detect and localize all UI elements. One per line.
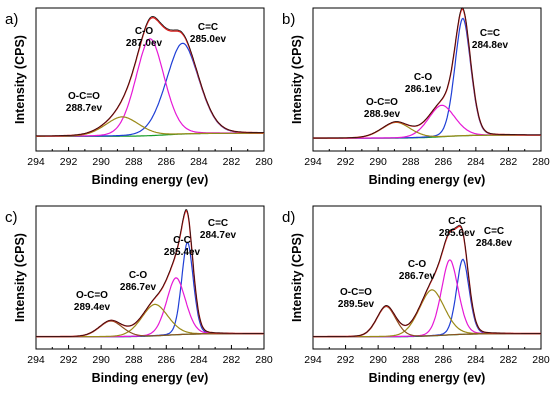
x-tick-label: 294 bbox=[27, 354, 45, 366]
x-tick-label: 286 bbox=[158, 354, 176, 366]
peak-label-value: 286.1ev bbox=[405, 84, 442, 95]
x-tick-label: 294 bbox=[304, 156, 322, 168]
peak-label-name: O-C=O bbox=[366, 97, 398, 108]
panel-a: a) 294 292 290 288 286 284 282 280 Binding energy… bbox=[5, 7, 273, 187]
x-axis-title: Binding energy (ev) bbox=[369, 173, 486, 187]
peak-c-o bbox=[313, 104, 541, 139]
peak-label-name: C=C bbox=[480, 28, 500, 39]
peak-label-value: 289.5ev bbox=[338, 299, 375, 310]
panel-letter: c) bbox=[5, 209, 18, 226]
x-tick-label: 282 bbox=[500, 156, 518, 168]
peak-label-name: C-O bbox=[414, 72, 433, 83]
peak-label-value: 289.4ev bbox=[74, 302, 111, 313]
x-tick-label: 288 bbox=[125, 156, 143, 168]
panel-b: b) 294 292 290 288 286 284 282 280 Binding energy… bbox=[282, 7, 550, 187]
x-tick-label: 280 bbox=[255, 354, 273, 366]
x-tick-label: 286 bbox=[435, 156, 453, 168]
peak-c-o bbox=[36, 303, 264, 338]
x-tick-label: 288 bbox=[402, 354, 420, 366]
x-tick-label: 294 bbox=[27, 156, 45, 168]
peak-label-name: O-C=O bbox=[340, 287, 372, 298]
x-tick-label: 288 bbox=[402, 156, 420, 168]
x-tick-label: 282 bbox=[223, 354, 241, 366]
x-axis-title: Binding energy (ev) bbox=[92, 173, 209, 187]
peak-label-value: 286.7ev bbox=[399, 271, 436, 282]
peak-label-value: 288.7ev bbox=[66, 103, 103, 114]
x-tick-label: 290 bbox=[369, 354, 387, 366]
x-tick-label: 282 bbox=[223, 156, 241, 168]
x-tick-label: 286 bbox=[158, 156, 176, 168]
x-tick-label: 286 bbox=[435, 354, 453, 366]
peak-label-value: 284.8ev bbox=[476, 238, 513, 249]
peak-label-value: 284.8ev bbox=[472, 40, 509, 51]
peak-o-c-o bbox=[36, 116, 264, 137]
peak-label-value: 286.7ev bbox=[120, 282, 157, 293]
peak-label-name: C=C bbox=[484, 226, 504, 237]
measured-data-line bbox=[313, 224, 541, 337]
x-tick-label: 290 bbox=[369, 156, 387, 168]
panel-letter: b) bbox=[282, 11, 295, 28]
x-tick-label: 284 bbox=[190, 156, 208, 168]
y-axis-title: Intensity (CPS) bbox=[290, 233, 304, 322]
panel-c: c) 294 292 290 288 286 284 282 280 Binding energy… bbox=[5, 205, 273, 385]
peak-label-name: C-O bbox=[408, 259, 427, 270]
panel-letter: d) bbox=[282, 209, 295, 226]
measured-data-line bbox=[36, 16, 264, 137]
panel-letter: a) bbox=[5, 11, 18, 28]
x-tick-label: 292 bbox=[60, 354, 78, 366]
x-tick-label: 280 bbox=[255, 156, 273, 168]
x-tick-label: 292 bbox=[337, 156, 355, 168]
peak-label-name: C-C bbox=[173, 235, 191, 246]
x-tick-label: 292 bbox=[337, 354, 355, 366]
x-tick-label: 294 bbox=[304, 354, 322, 366]
x-tick-label: 292 bbox=[60, 156, 78, 168]
peak-label-value: 287.0ev bbox=[126, 38, 163, 49]
peak-label-value: 288.9ev bbox=[364, 109, 401, 120]
peak-label-value: 285.0ev bbox=[190, 34, 227, 45]
x-axis-title: Binding energy (ev) bbox=[369, 371, 486, 385]
peak-label-name: C=C bbox=[208, 218, 228, 229]
peak-label-value: 284.7ev bbox=[200, 230, 237, 241]
measured-data-line bbox=[36, 208, 264, 337]
x-tick-label: 282 bbox=[500, 354, 518, 366]
x-tick-label: 284 bbox=[467, 354, 485, 366]
peak-label-name: C=C bbox=[198, 22, 218, 33]
x-tick-label: 284 bbox=[190, 354, 208, 366]
x-tick-label: 284 bbox=[467, 156, 485, 168]
x-axis-title: Binding energy (ev) bbox=[92, 371, 209, 385]
measured-data-line bbox=[313, 7, 542, 139]
x-tick-label: 288 bbox=[125, 354, 143, 366]
x-tick-label: 290 bbox=[92, 156, 110, 168]
x-tick-label: 280 bbox=[532, 156, 550, 168]
peak-label-value: 285.4ev bbox=[164, 247, 201, 258]
peak-label-name: O-C=O bbox=[76, 290, 108, 301]
x-tick-label: 290 bbox=[92, 354, 110, 366]
peak-c-c bbox=[36, 42, 264, 137]
peak-label-name: C-C bbox=[448, 216, 466, 227]
y-axis-title: Intensity (CPS) bbox=[290, 35, 304, 124]
peak-label-name: C-O bbox=[129, 270, 148, 281]
y-axis-title: Intensity (CPS) bbox=[13, 35, 27, 124]
plot-frame bbox=[35, 205, 265, 350]
x-tick-label: 280 bbox=[532, 354, 550, 366]
peak-label-name: C-O bbox=[135, 26, 154, 37]
panel-d: d) 294 292 290 288 286 284 282 280 Binding energy… bbox=[282, 205, 550, 385]
peak-label-value: 285.6ev bbox=[439, 228, 476, 239]
y-axis-title: Intensity (CPS) bbox=[13, 233, 27, 322]
peak-label-name: O-C=O bbox=[68, 91, 100, 102]
